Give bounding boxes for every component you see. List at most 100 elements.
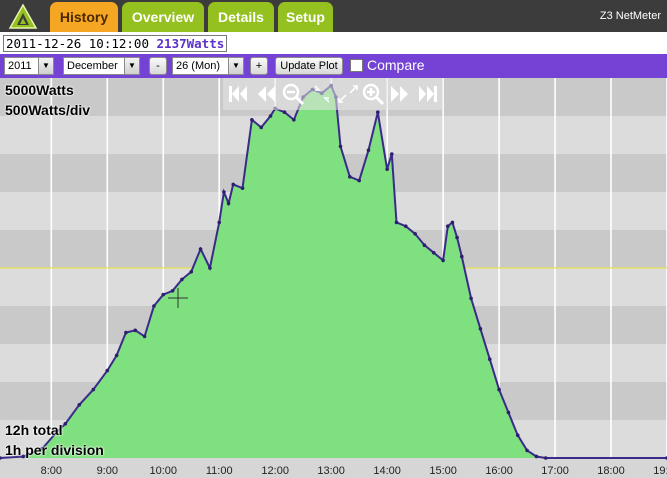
data-point xyxy=(450,220,455,225)
previous-day-button[interactable]: - xyxy=(149,57,167,75)
data-point xyxy=(180,277,184,282)
data-point xyxy=(77,403,82,407)
x-tick-label: 14:00 xyxy=(373,465,401,477)
data-point xyxy=(385,167,389,171)
x-tick-label: 11:00 xyxy=(206,465,233,477)
data-point xyxy=(198,247,203,251)
data-point xyxy=(189,270,194,274)
data-point xyxy=(497,387,501,392)
data-point xyxy=(217,220,222,225)
data-point xyxy=(445,224,450,228)
data-point xyxy=(21,454,26,459)
total-duration-label: 12h total xyxy=(5,422,63,438)
x-tick-label: 19:00 xyxy=(653,465,667,477)
data-point xyxy=(459,254,464,259)
data-point xyxy=(348,175,352,179)
jump-end-icon[interactable] xyxy=(415,82,441,106)
x-tick-label: 13:00 xyxy=(317,465,345,477)
compare-checkbox[interactable] xyxy=(350,59,363,72)
data-point xyxy=(133,328,138,333)
data-point xyxy=(63,422,68,426)
scale-max-label: 5000Watts xyxy=(5,82,74,98)
zoom-out-icon[interactable] xyxy=(281,82,307,106)
data-point xyxy=(259,125,264,130)
z3-logo-icon xyxy=(8,3,38,29)
data-point xyxy=(91,387,96,392)
next-day-button[interactable]: + xyxy=(250,57,268,75)
data-point xyxy=(222,190,226,194)
x-tick-label: 17:00 xyxy=(541,465,569,477)
collapse-icon[interactable] xyxy=(309,82,335,106)
data-point xyxy=(124,330,128,335)
scale-division-label: 500Watts/div xyxy=(5,102,91,118)
data-point xyxy=(525,448,529,453)
power-area xyxy=(0,85,667,458)
chart-toolbar xyxy=(223,78,443,110)
day-select[interactable]: 26 (Mon) ▼ xyxy=(172,57,244,75)
data-point xyxy=(142,334,147,339)
data-point xyxy=(394,220,399,225)
crosshair-cursor-icon xyxy=(168,288,188,308)
x-tick-label: 15:00 xyxy=(429,465,457,477)
data-point xyxy=(208,266,212,270)
x-tick-label: 8:00 xyxy=(41,465,62,477)
data-point xyxy=(543,456,548,460)
x-tick-label: 16:00 xyxy=(485,465,513,477)
compare-label: Compare xyxy=(367,57,425,73)
year-select[interactable]: 2011 ▼ xyxy=(4,57,54,75)
data-point xyxy=(469,296,473,301)
data-point xyxy=(515,433,520,438)
chevron-down-icon[interactable]: ▼ xyxy=(38,58,53,74)
tab-overview[interactable]: Overview xyxy=(122,2,204,32)
data-point xyxy=(240,186,245,190)
tab-setup[interactable]: Setup xyxy=(278,2,333,32)
data-point xyxy=(455,235,459,240)
data-point xyxy=(231,182,236,187)
time-division-label: 1h per division xyxy=(5,442,104,458)
data-point xyxy=(413,232,417,236)
month-select[interactable]: December ▼ xyxy=(63,57,140,75)
data-point xyxy=(105,368,110,373)
zoom-in-icon[interactable] xyxy=(361,82,387,106)
data-point xyxy=(403,224,408,228)
data-point xyxy=(366,148,371,152)
data-point xyxy=(282,110,287,114)
x-tick-label: 9:00 xyxy=(97,465,118,477)
fast-forward-icon[interactable] xyxy=(387,82,413,106)
month-select-value: December xyxy=(67,60,118,72)
top-nav-bar: History Overview Details Setup Z3 NetMet… xyxy=(0,0,667,32)
rewind-icon[interactable] xyxy=(253,82,279,106)
data-point xyxy=(487,357,492,362)
data-point xyxy=(114,353,119,358)
update-plot-button[interactable]: Update Plot xyxy=(275,57,343,75)
brand-label: Z3 NetMeter xyxy=(599,10,661,22)
data-point xyxy=(390,152,394,156)
data-point xyxy=(292,118,296,122)
data-point xyxy=(40,447,44,451)
data-point xyxy=(250,118,254,122)
reading-value: 2137Watts xyxy=(156,36,225,51)
data-point xyxy=(422,243,427,247)
data-point xyxy=(268,114,273,118)
jump-start-icon[interactable] xyxy=(225,82,251,106)
data-point xyxy=(376,110,380,114)
x-tick-label: 10:00 xyxy=(149,465,177,477)
chevron-down-icon[interactable]: ▼ xyxy=(124,58,139,74)
chevron-down-icon[interactable]: ▼ xyxy=(228,58,243,74)
data-point xyxy=(226,201,231,206)
power-history-chart[interactable]: 8:00 9:00 10:00 11:00 12:00 13:00 14:00 15:00 16… xyxy=(0,78,667,478)
expand-icon[interactable] xyxy=(335,82,361,106)
data-point xyxy=(357,178,361,183)
data-point xyxy=(161,292,166,297)
data-point xyxy=(478,327,483,331)
reading-display: 2011-12-26 10:12:00 2137Watts xyxy=(3,35,228,52)
data-point xyxy=(506,410,511,415)
reading-bar: 2011-12-26 10:12:00 2137Watts xyxy=(0,32,667,54)
x-tick-label: 12:00 xyxy=(261,465,289,477)
year-select-value: 2011 xyxy=(8,60,32,72)
data-point xyxy=(431,251,436,255)
data-point xyxy=(338,144,343,149)
tab-details[interactable]: Details xyxy=(208,2,274,32)
tab-history[interactable]: History xyxy=(50,2,118,32)
reading-datetime: 2011-12-26 10:12:00 xyxy=(6,36,149,51)
